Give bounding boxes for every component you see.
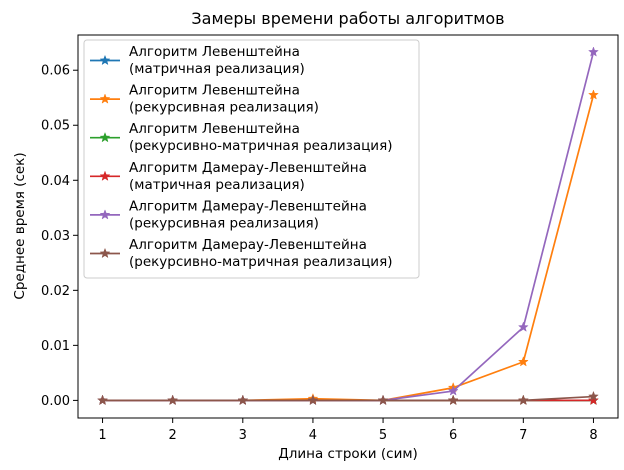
legend-marker	[99, 131, 111, 143]
legend-entry: Алгоритм Левенштейна(матричная реализаци…	[90, 44, 305, 77]
x-tick-label: 2	[169, 428, 177, 443]
legend-marker	[99, 209, 111, 220]
series-6	[97, 390, 599, 406]
legend-label: Алгоритм Левенштейна	[129, 83, 300, 99]
legend-label: (матричная реализация)	[129, 61, 305, 77]
x-tick-label: 3	[239, 428, 247, 443]
legend-entry: Алгоритм Левенштейна(рекурсивно-матрична…	[90, 121, 392, 154]
legend-label: (матричная реализация)	[129, 177, 305, 193]
data-point	[307, 394, 319, 406]
legend-entry: Алгоритм Дамерау-Левенштейна(рекурсивно-…	[90, 237, 392, 270]
series-line	[102, 395, 594, 402]
x-tick-label: 7	[519, 428, 527, 443]
data-point	[517, 394, 529, 406]
legend-label: Алгоритм Левенштейна	[129, 121, 300, 137]
legend-label: (рекурсивно-матричная реализация)	[129, 138, 392, 154]
data-point	[588, 394, 599, 406]
legend-box	[83, 39, 420, 279]
y-tick-label: 0.06	[41, 64, 70, 79]
data-point	[517, 321, 529, 332]
y-axis-label: Среднее время (сек)	[12, 152, 28, 299]
data-point	[588, 46, 599, 57]
x-tick-label: 5	[379, 428, 387, 443]
legend-entry: Алгоритм Дамерау-Левенштейна(рекурсивная…	[90, 198, 367, 231]
data-point	[97, 394, 108, 406]
data-point	[237, 394, 249, 406]
legend-marker	[99, 247, 111, 259]
legend-label: (рекурсивная реализация)	[129, 215, 319, 231]
legend-label: (рекурсивная реализация)	[129, 100, 319, 116]
data-point	[588, 390, 599, 402]
legend-marker	[99, 93, 111, 104]
x-tick-label: 1	[98, 428, 106, 443]
x-tick-label: 8	[589, 428, 597, 443]
legend-label: (рекурсивно-матричная реализация)	[129, 254, 392, 270]
data-point	[447, 385, 459, 396]
legend-label: Алгоритм Дамерау-Левенштейна	[129, 237, 367, 253]
y-tick-label: 0.01	[41, 339, 70, 354]
data-point	[377, 394, 389, 406]
legend-entry: Алгоритм Дамерау-Левенштейна(матричная р…	[90, 160, 367, 193]
legend: Алгоритм Левенштейна(матричная реализаци…	[83, 39, 420, 279]
chart-title: Замеры времени работы алгоритмов	[191, 9, 504, 28]
legend-label: Алгоритм Левенштейна	[129, 44, 300, 60]
legend-label: Алгоритм Дамерау-Левенштейна	[129, 160, 367, 176]
x-axis-label: Длина строки (сим)	[278, 446, 418, 462]
x-tick-label: 4	[309, 428, 317, 443]
x-axis: 1 2 3 4 5 6 7 8	[98, 418, 598, 443]
y-tick-label: 0.00	[41, 394, 70, 409]
y-tick-label: 0.05	[41, 119, 70, 134]
legend-entry: Алгоритм Левенштейна(рекурсивная реализа…	[90, 83, 319, 116]
y-tick-label: 0.04	[41, 174, 70, 189]
data-point	[588, 89, 599, 100]
data-point	[517, 356, 529, 367]
plot-frame	[77, 34, 619, 419]
plot-area	[97, 46, 599, 406]
x-tick-label: 6	[449, 428, 457, 443]
y-axis: 0.00 0.01 0.02 0.03 0.04 0.05 0.06	[41, 64, 78, 409]
legend-label: Алгоритм Дамерау-Левенштейна	[129, 198, 367, 214]
y-tick-label: 0.03	[41, 229, 70, 244]
legend-marker	[99, 170, 111, 181]
data-point	[447, 394, 459, 406]
legend-marker	[99, 54, 111, 66]
data-point	[167, 394, 179, 406]
y-tick-label: 0.02	[41, 284, 70, 299]
